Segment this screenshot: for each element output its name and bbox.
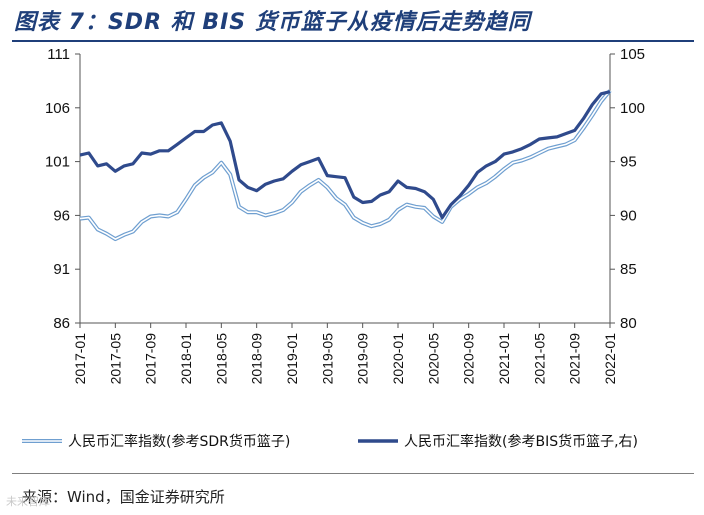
left-y-tick-label: 106	[45, 100, 70, 117]
sdr-series-outline	[79, 89, 612, 242]
x-tick-label: 2021-01	[496, 333, 512, 385]
chart-series	[79, 89, 612, 242]
bis-series-line	[79, 90, 611, 220]
right-y-tick-label: 105	[620, 46, 645, 63]
left-y-tick-label: 91	[53, 261, 70, 278]
x-tick-label: 2017-05	[107, 333, 123, 385]
right-y-tick-label: 85	[620, 261, 637, 278]
x-tick-label: 2020-09	[461, 333, 477, 385]
left-y-tick-label: 101	[45, 154, 70, 171]
x-tick-label: 2020-01	[390, 333, 406, 385]
left-y-tick-label: 111	[47, 46, 70, 63]
line-chart: 86 91 96 101 106 111 80 85 90 95 100 105 2017-01 2017…	[22, 46, 645, 450]
source-note: 来源：Wind，国金证券研究所	[22, 488, 225, 506]
x-tick-label: 2022-01	[602, 333, 618, 385]
left-y-tick-label: 86	[53, 315, 70, 332]
x-tick-label: 2018-05	[213, 333, 229, 385]
x-tick-label: 2019-05	[319, 333, 335, 385]
sdr-series-line	[79, 90, 611, 240]
source-divider	[12, 473, 694, 474]
right-y-tick-label: 80	[620, 315, 637, 332]
left-y-tick-label: 96	[53, 207, 70, 224]
x-tick-label: 2020-05	[425, 333, 441, 385]
watermark-logo: 未来智库	[6, 495, 50, 508]
chart-axes: 86 91 96 101 106 111 80 85 90 95 100 105 2017-01 2017…	[45, 46, 645, 384]
legend-label: 人民币汇率指数(参考SDR货币篮子)	[68, 433, 290, 450]
chart-legend: 人民币汇率指数(参考SDR货币篮子) 人民币汇率指数(参考BIS货币篮子,右)	[22, 433, 638, 450]
chart-title: 图表 7：SDR 和 BIS 货币篮子从疫情后走势趋同	[14, 10, 531, 35]
x-tick-label: 2018-01	[178, 333, 194, 385]
x-tick-label: 2018-09	[249, 333, 265, 385]
title-divider	[12, 40, 694, 42]
x-tick-label: 2021-09	[567, 333, 583, 385]
x-tick-label: 2019-01	[284, 333, 300, 385]
x-tick-label: 2017-09	[143, 333, 159, 385]
x-tick-label: 2021-05	[531, 333, 547, 385]
right-y-tick-label: 100	[620, 100, 645, 117]
x-tick-label: 2017-01	[72, 333, 88, 385]
x-tick-label: 2019-09	[355, 333, 371, 385]
legend-label: 人民币汇率指数(参考BIS货币篮子,右)	[404, 433, 638, 450]
right-y-tick-label: 90	[620, 207, 637, 224]
right-y-tick-label: 95	[620, 154, 637, 171]
